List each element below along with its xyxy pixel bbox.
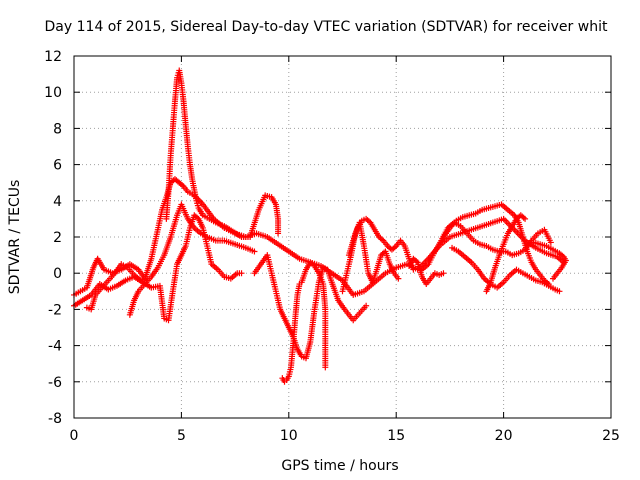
data-point-sat-h xyxy=(410,266,417,273)
x-tick-label: 5 xyxy=(177,428,186,444)
x-tick-label: 25 xyxy=(602,428,620,444)
x-axis-label: GPS time / hours xyxy=(281,458,398,474)
data-point-sat-k xyxy=(556,288,563,295)
y-tick-label: 4 xyxy=(53,194,62,210)
data-point-sat-e xyxy=(363,302,370,309)
y-tick-label: -6 xyxy=(48,375,62,391)
y-tick-label: 2 xyxy=(53,230,62,246)
x-tick-label: 20 xyxy=(495,428,513,444)
data-point-sat-i xyxy=(395,275,402,282)
data-point-sat-l xyxy=(545,281,552,288)
x-tick-label: 10 xyxy=(280,428,298,444)
y-tick-label: -4 xyxy=(48,339,62,355)
data-point-sat-d-peak xyxy=(275,230,282,237)
y-axis-label: SDTVAR / TECUs xyxy=(7,180,23,295)
data-point-sat-j xyxy=(547,239,554,246)
data-point-sat-m xyxy=(522,215,529,222)
y-tick-label: 12 xyxy=(44,49,62,65)
x-tick-label: 0 xyxy=(70,428,79,444)
plot-frame xyxy=(73,55,612,419)
y-tick-label: -8 xyxy=(48,411,62,427)
data-point-sat-n xyxy=(550,275,557,282)
y-tick-label: 6 xyxy=(53,158,62,174)
y-tick-label: 8 xyxy=(53,121,62,137)
data-point-sat-o xyxy=(144,275,151,282)
chart-title: Day 114 of 2015, Sidereal Day-to-day VTE… xyxy=(45,19,608,35)
y-tick-label: 0 xyxy=(53,266,62,282)
data-point-sat-p xyxy=(440,270,447,277)
y-tick-label: 10 xyxy=(44,85,62,101)
data-point-sat-g xyxy=(322,364,329,371)
y-tick-label: -2 xyxy=(48,302,62,318)
x-tick-label: 15 xyxy=(387,428,405,444)
data-point-sat-b xyxy=(238,270,245,277)
data-points xyxy=(71,67,569,385)
data-point-sat-c xyxy=(251,248,258,255)
